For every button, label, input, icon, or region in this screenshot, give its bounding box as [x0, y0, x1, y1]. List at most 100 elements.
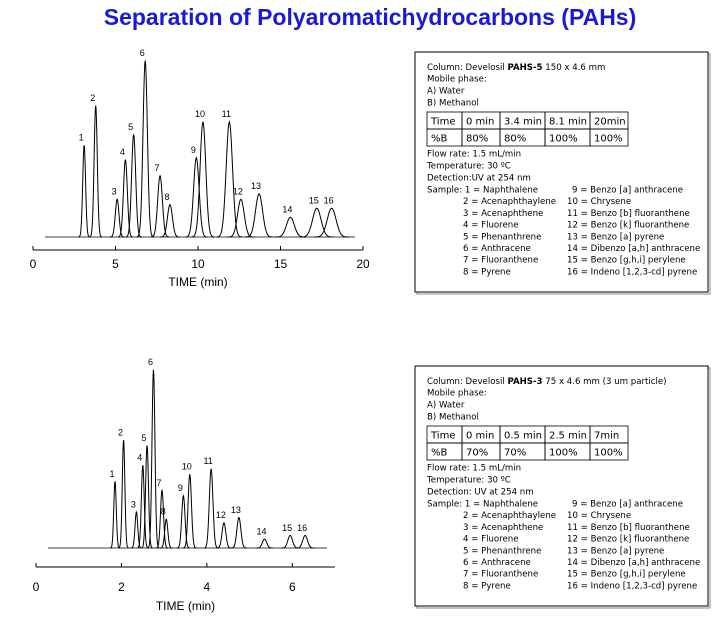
peak-label: 1 [110, 469, 115, 479]
sample: 3 = Acenaphthene [463, 209, 543, 219]
table-text: 0 min [466, 431, 494, 442]
condition: Detection: UV at 254 nm [427, 488, 534, 498]
column-part: 75 x 4.6 mm (3 um particle) [543, 377, 667, 387]
info-box [414, 51, 709, 293]
sample: 6 = Anthracene [463, 244, 531, 254]
peak-label: 15 [309, 196, 319, 206]
x-tick-label: 10 [191, 257, 205, 271]
peak [295, 534, 315, 549]
condition: Flow rate: 1.5 mL/min [427, 464, 521, 474]
peak-label: 3 [112, 187, 117, 197]
sample: 4 = Fluorene [463, 221, 519, 231]
peak-label: 10 [182, 462, 192, 472]
sample: 15 = Benzo [g,h,i] perylene [567, 570, 686, 580]
table-text: 70% [466, 448, 488, 459]
sample: 8 = Pyrene [463, 581, 511, 591]
sample: 8 = Pyrene [463, 267, 511, 277]
peak [216, 521, 232, 549]
table-text: 100% [594, 134, 623, 145]
mobile-phase: Mobile phase: [427, 75, 487, 85]
peak-label: 13 [231, 505, 241, 515]
peak-label: 8 [161, 507, 166, 517]
peak-label: 16 [324, 196, 334, 206]
x-axis-label: TIME (min) [168, 275, 227, 289]
mobile-phase: B) Methanol [427, 99, 479, 109]
column-line: Column: Develosil PAHS-5 150 x 4.6 mm [427, 63, 605, 73]
peak [78, 145, 90, 238]
x-tick-label: 15 [274, 257, 288, 271]
peak [255, 538, 274, 549]
table-cell [589, 128, 629, 147]
peak-label: 2 [90, 93, 95, 103]
table-text: %B [431, 448, 448, 459]
sample: 7 = Fluoranthene [463, 256, 538, 266]
sample: 6 = Anthracene [463, 558, 531, 568]
column-part: 150 x 4.6 mm [543, 63, 606, 73]
table-text: Time [430, 117, 455, 128]
mobile-phase: B) Methanol [427, 413, 479, 423]
table-text: 20min [594, 117, 626, 128]
peak [160, 518, 173, 549]
peak-label: 5 [128, 122, 133, 132]
sample: 15 = Benzo [g,h,i] perylene [567, 256, 686, 266]
peak [109, 198, 125, 238]
sample: Sample: 1 = Naphthalene [427, 186, 538, 196]
sample: 3 = Acenaphthene [463, 523, 543, 533]
sample: 11 = Benzo [b] fluoranthene [567, 209, 690, 219]
peak [150, 174, 170, 238]
x-tick-label: 4 [204, 580, 211, 594]
table-text: 80% [504, 134, 526, 145]
peak [227, 198, 255, 238]
peak [185, 156, 208, 238]
sample: 16 = Indeno [1,2,3-cd] pyrene [567, 267, 697, 277]
table-text: 100% [549, 448, 578, 459]
column-line: Column: Develosil PAHS-3 75 x 4.6 mm (3 … [427, 377, 667, 387]
condition: Temperature: 30 ºC [426, 162, 511, 172]
peak [230, 516, 247, 549]
peak [182, 474, 197, 549]
x-tick-label: 5 [112, 257, 119, 271]
peak [141, 445, 153, 549]
sample: 16 = Indeno [1,2,3-cd] pyrene [567, 581, 697, 591]
peak [147, 369, 160, 549]
sample: 11 = Benzo [b] fluoranthene [567, 523, 690, 533]
sample: 2 = Acenaphthaylene [463, 197, 556, 207]
peak-label: 3 [131, 499, 136, 509]
peak [109, 481, 121, 549]
peak [89, 105, 103, 238]
peak [160, 203, 180, 238]
sample: 14 = Dibenzo [a,h] anthracene [567, 244, 700, 254]
column-part: PAHS-5 [507, 63, 542, 73]
peak-label: 16 [297, 523, 307, 533]
peak-label: 11 [203, 456, 212, 466]
peak-label: 10 [195, 109, 205, 119]
peak [136, 60, 154, 238]
peak [118, 439, 129, 549]
x-tick-label: 6 [289, 580, 296, 594]
peak [274, 216, 307, 238]
peak [130, 510, 142, 549]
peak-label: 12 [216, 510, 226, 520]
table-text: Time [430, 431, 455, 442]
sample: 9 = Benzo [a] anthracene [572, 500, 683, 510]
column-part: PAHS-3 [507, 377, 542, 387]
condition: Detection:UV at 254 nm [427, 174, 531, 184]
sample: 9 = Benzo [a] anthracene [572, 186, 683, 196]
peak [125, 134, 142, 238]
sample: 10 = Chrysene [567, 511, 631, 521]
table-text: 0.5 min [504, 431, 542, 442]
table-text: 80% [466, 134, 488, 145]
x-tick-label: 20 [356, 257, 370, 271]
peak [280, 534, 300, 549]
column-part: Column: Develosil [427, 63, 507, 73]
page-title: Separation of Polyaromatichydrocarbons (… [104, 4, 637, 30]
table-text: 100% [594, 448, 623, 459]
sample: 5 = Phenanthrene [463, 232, 541, 242]
table-text: 0 min [466, 117, 494, 128]
peak [137, 465, 149, 549]
sample: 12 = Benzo [k] fluoranthene [567, 535, 689, 545]
peak-label: 2 [118, 427, 123, 437]
sample: 10 = Chrysene [567, 197, 631, 207]
mobile-phase: Mobile phase: [427, 389, 487, 399]
